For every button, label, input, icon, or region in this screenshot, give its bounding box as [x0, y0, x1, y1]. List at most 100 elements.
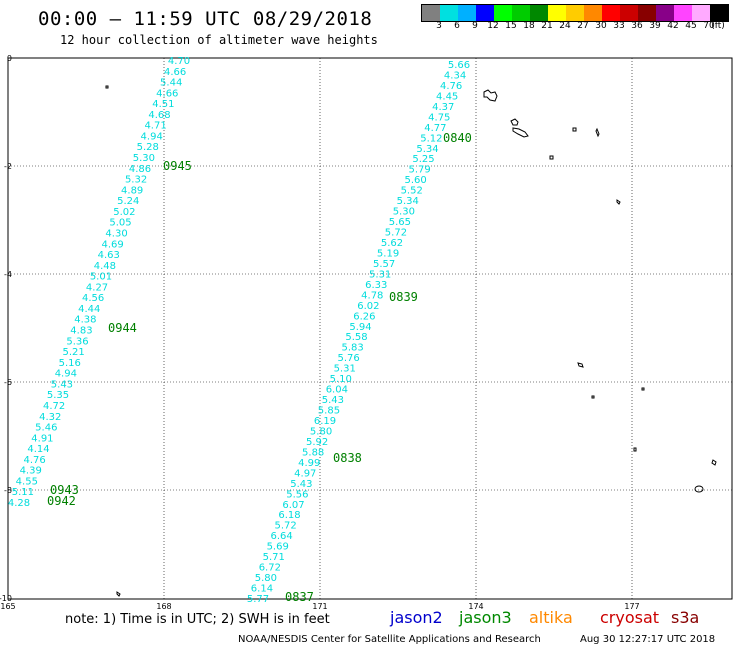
legend-swatch: [638, 5, 656, 21]
y-tick-label: 0: [7, 54, 12, 63]
island-outline: [483, 89, 498, 102]
wave-height-value: 4.45: [436, 91, 458, 102]
wave-height-value: 5.05: [109, 218, 131, 229]
wave-height-value: 5.16: [59, 358, 81, 369]
legend-tick-label: 70: [703, 21, 715, 31]
wave-height-value: 4.99: [298, 458, 320, 469]
wave-height-value: 4.27: [86, 282, 108, 293]
pass-time-label: 0942: [47, 494, 76, 508]
wave-height-value: 5.65: [389, 217, 411, 228]
wave-height-value: 6.72: [259, 563, 281, 574]
color-legend-bar: [421, 4, 729, 22]
x-tick-label: 168: [156, 602, 171, 611]
legend-tick-label: 15: [505, 21, 517, 31]
wave-height-tracks: 4.704.665.444.664.514.684.714.945.285.30…: [8, 56, 470, 605]
wave-height-value: 4.94: [141, 131, 163, 142]
island-outline: [694, 485, 704, 493]
wave-height-value: 5.94: [349, 322, 371, 333]
map-frame: [7, 57, 733, 600]
legend-swatch: [422, 5, 440, 21]
wave-height-value: 5.52: [401, 186, 423, 197]
axis-tick-labels: 165 168 171 174 177 0 -2 -4 -6 -8 -10: [0, 54, 640, 611]
wave-height-value: 5.44: [160, 78, 182, 89]
wave-height-value: 4.34: [444, 70, 466, 81]
y-tick-label: -8: [4, 486, 12, 495]
wave-height-value: 5.24: [117, 196, 139, 207]
pass-time-label: 0837: [285, 590, 314, 604]
legend-tick-label: 45: [685, 21, 697, 31]
wave-height-value: 6.04: [326, 385, 348, 396]
island-outline: [711, 459, 717, 466]
legend-swatch: [494, 5, 512, 21]
wave-height-value: 5.28: [137, 142, 159, 153]
x-tick-label: 177: [624, 602, 639, 611]
legend-swatch: [458, 5, 476, 21]
wave-height-value: 5.11: [12, 487, 34, 498]
wave-height-value: 5.25: [412, 154, 434, 165]
wave-height-value: 4.39: [20, 466, 42, 477]
y-tick-label: -6: [4, 378, 12, 387]
wave-height-value: 4.72: [43, 401, 65, 412]
wave-height-value: 5.43: [290, 479, 312, 490]
pass-time-label: 0943: [50, 483, 79, 497]
wave-height-value: 4.28: [8, 498, 30, 509]
satellite-altika: altika: [529, 608, 573, 627]
wave-height-value: 5.46: [35, 423, 57, 434]
legend-swatch: [692, 5, 710, 21]
legend-tick-label: 33: [613, 21, 625, 31]
wave-height-value: 5.85: [318, 406, 340, 417]
legend-swatch: [710, 5, 728, 21]
legend-swatch: [602, 5, 620, 21]
wave-height-value: 5.83: [341, 343, 363, 354]
pass-time-label: 0838: [333, 451, 362, 465]
wave-height-value: 5.30: [393, 207, 415, 218]
wave-height-value: 5.02: [113, 207, 135, 218]
legend-tick-label: 18: [523, 21, 535, 31]
pass-time-label: 0945: [163, 159, 192, 173]
wave-height-value: 4.70: [168, 56, 190, 67]
legend-swatch: [476, 5, 494, 21]
wave-height-value: 6.18: [278, 510, 300, 521]
legend-tick-label: 42: [667, 21, 679, 31]
wave-height-value: 5.80: [310, 426, 332, 437]
credit-line: NOAA/NESDIS Center for Satellite Applica…: [238, 634, 541, 645]
island-outline: [116, 591, 121, 597]
wave-height-value: 5.71: [263, 552, 285, 563]
wave-height-value: 5.88: [302, 447, 324, 458]
legend-swatch: [674, 5, 692, 21]
wave-height-value: 4.97: [294, 468, 316, 479]
legend-tick-label: 21: [541, 21, 553, 31]
pass-time-label: 0944: [108, 321, 137, 335]
island-outline: [595, 127, 600, 138]
wave-height-value: 4.71: [144, 121, 166, 132]
wave-height-value: 4.89: [121, 185, 143, 196]
island-outline: [633, 447, 637, 452]
legend-tick-label: 36: [631, 21, 643, 31]
wave-height-value: 4.44: [78, 304, 100, 315]
legend-swatch: [584, 5, 602, 21]
legend-swatch: [548, 5, 566, 21]
wave-height-value: 5.57: [373, 259, 395, 270]
wave-height-value: 6.19: [314, 416, 336, 427]
wave-height-value: 6.14: [251, 584, 273, 595]
wave-height-value: 4.56: [82, 293, 104, 304]
wave-height-value: 4.66: [164, 67, 186, 78]
wave-height-value: 5.36: [66, 336, 88, 347]
pass-time-label: 0839: [389, 290, 418, 304]
wave-height-value: 5.66: [448, 60, 470, 71]
y-tick-label: -4: [4, 270, 12, 279]
wave-height-value: 5.31: [369, 269, 391, 280]
legend-tick-label: 24: [559, 21, 571, 31]
island-outline: [577, 362, 584, 368]
wave-height-value: 4.30: [105, 228, 127, 239]
wave-height-value: 4.91: [31, 433, 53, 444]
wave-height-value: 5.80: [255, 573, 277, 584]
wave-height-value: 4.76: [23, 455, 45, 466]
legend-swatch: [440, 5, 458, 21]
wave-height-value: 4.77: [424, 123, 446, 134]
wave-height-value: 5.35: [47, 390, 69, 401]
wave-height-value: 4.14: [27, 444, 49, 455]
wave-height-value: 5.43: [322, 395, 344, 406]
wave-height-value: 4.32: [39, 412, 61, 423]
wave-height-value: 4.63: [98, 250, 120, 261]
